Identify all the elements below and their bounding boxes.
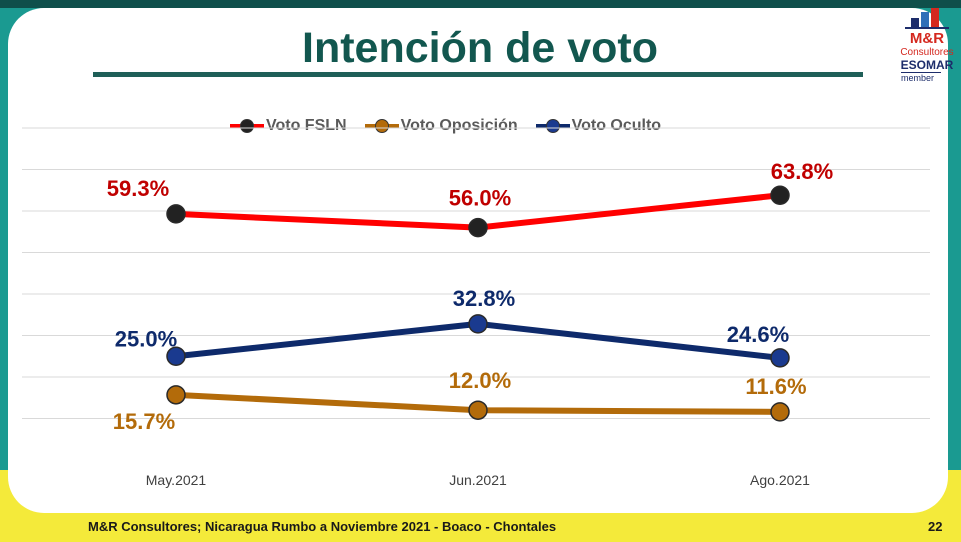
- data-point-oposicion: [468, 400, 488, 420]
- data-label-oposicion: 12.0%: [449, 368, 511, 393]
- legend-swatch-oposicion: [364, 117, 399, 135]
- data-label-fsln: 59.3%: [107, 176, 169, 201]
- logo-graphic: [905, 8, 949, 29]
- data-point-fsln: [770, 185, 790, 205]
- data-label-fsln: 63.8%: [771, 159, 833, 184]
- data-point-oposicion: [166, 385, 186, 405]
- footer-text: M&R Consultores; Nicaragua Rumbo a Novie…: [88, 519, 557, 534]
- slide-card: [8, 8, 948, 513]
- x-tick-label: Ago.2021: [750, 472, 810, 488]
- legend-label-fsln: Voto FSLN: [266, 117, 347, 134]
- logo-esomar: ESOMAR: [900, 58, 954, 72]
- data-label-oculto: 32.8%: [453, 286, 515, 311]
- legend-label-oposicion: Voto Oposición: [400, 117, 518, 134]
- data-label-oposicion: 15.7%: [113, 409, 175, 434]
- data-point-fsln: [166, 204, 186, 224]
- background-top-band: [0, 0, 961, 8]
- chart-legend: Voto FSLN Voto Oposición Voto Oculto: [230, 115, 679, 137]
- x-tick-label: May.2021: [146, 472, 207, 488]
- logo-subtitle: Consultores: [900, 47, 954, 58]
- legend-swatch-fsln: [230, 117, 264, 135]
- data-label-oposicion: 11.6%: [745, 374, 806, 399]
- data-point-fsln: [468, 217, 488, 238]
- data-label-oculto: 25.0%: [115, 326, 177, 351]
- legend-swatch-oculto: [535, 117, 570, 135]
- slide-title: Intención de voto: [302, 24, 658, 72]
- data-point-oculto: [166, 346, 186, 366]
- data-label-oculto: 24.6%: [727, 322, 789, 347]
- legend-item-oposicion: Voto Oposición: [364, 117, 518, 135]
- logo-member: member: [901, 72, 941, 83]
- logo-name: M&R: [909, 30, 945, 47]
- x-tick-label: Jun.2021: [449, 472, 507, 488]
- company-logo: M&R Consultores ESOMAR member: [897, 6, 957, 84]
- legend-item-fsln: Voto FSLN: [230, 117, 347, 135]
- data-point-oculto: [468, 314, 488, 334]
- data-point-oposicion: [770, 402, 790, 422]
- legend-label-oculto: Voto Oculto: [571, 117, 662, 134]
- legend-item-oculto: Voto Oculto: [535, 117, 662, 135]
- page-number: 22: [928, 519, 943, 534]
- data-point-oculto: [770, 348, 790, 368]
- data-label-fsln: 56.0%: [449, 186, 511, 211]
- title-underline: [93, 72, 863, 77]
